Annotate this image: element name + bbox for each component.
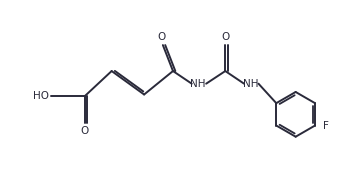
- Text: HO: HO: [33, 91, 49, 101]
- Text: O: O: [80, 126, 89, 136]
- Text: O: O: [221, 32, 229, 42]
- Text: NH: NH: [190, 79, 206, 89]
- Text: F: F: [323, 121, 329, 131]
- Text: O: O: [157, 32, 165, 42]
- Text: NH: NH: [243, 79, 258, 89]
